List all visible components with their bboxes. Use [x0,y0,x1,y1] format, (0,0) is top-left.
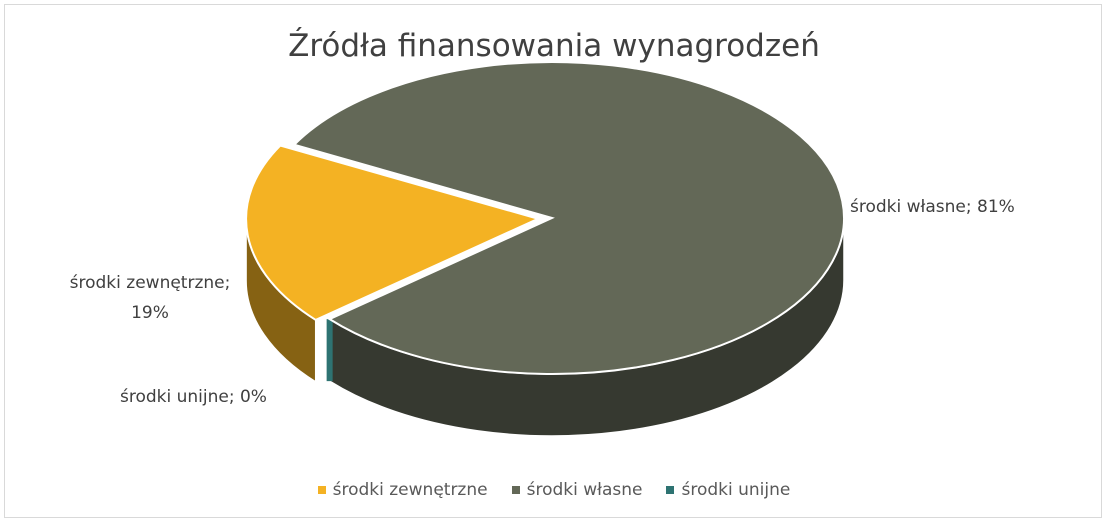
legend-swatch [511,486,520,494]
slice-top [245,144,541,322]
legend-item: środki zewnętrzne [317,480,488,500]
slice-top [292,61,845,375]
chart-title: Źródła finansowania wynagrodzeń [288,28,820,64]
legend: środki zewnętrzne środki własne środki uni… [0,480,1108,500]
data-label: środki unijne; 0% [120,387,267,407]
chart-frame [4,4,1102,518]
legend-item: środki własne [511,480,643,500]
data-label: środki własne; 81% [850,197,1015,217]
legend-swatch [317,486,326,494]
legend-label: środki własne [526,480,643,500]
pie-tops [245,61,845,375]
legend-label: środki zewnętrzne [332,480,488,500]
data-label: środki zewnętrzne; 19% [69,273,231,323]
legend-label: środki unijne [681,480,791,500]
legend-item: środki unijne [666,480,790,500]
legend-swatch [666,486,675,494]
